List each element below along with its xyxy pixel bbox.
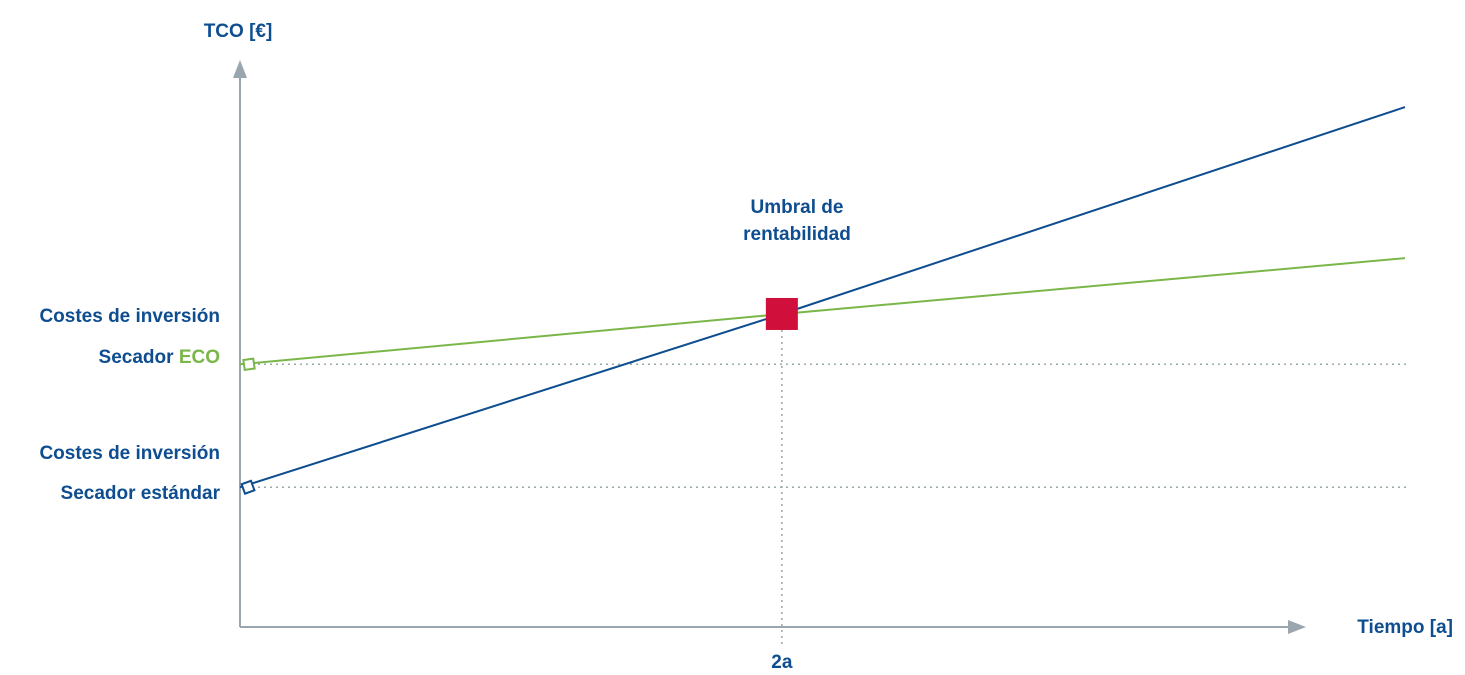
break-even-marker — [765, 297, 798, 330]
x-axis-arrow-icon — [1288, 620, 1306, 634]
series-line-standard — [239, 106, 1406, 489]
eco-investment-label-line1: Costes de inversión — [39, 306, 220, 327]
x-tick-label: 2a — [771, 652, 793, 673]
standard-investment-marker — [240, 479, 256, 495]
break-even-label-line2: rentabilidad — [743, 224, 851, 245]
x-axis-title: Tiempo [a] — [1357, 617, 1453, 638]
y-axis-title: TCO [€] — [204, 21, 273, 42]
break-even-label-line1: Umbral de — [751, 197, 844, 218]
eco-investment-label-line2: Secador ECO — [99, 347, 220, 368]
eco-investment-marker — [242, 357, 256, 372]
eco-investment-label-highlight: ECO — [179, 347, 220, 368]
y-axis-arrow-icon — [233, 60, 247, 78]
standard-investment-label-line2: Secador estándar — [61, 483, 221, 504]
standard-investment-label-line1: Costes de inversión — [39, 443, 220, 464]
eco-investment-label-prefix: Secador — [99, 347, 179, 368]
series-line-eco — [239, 257, 1406, 366]
